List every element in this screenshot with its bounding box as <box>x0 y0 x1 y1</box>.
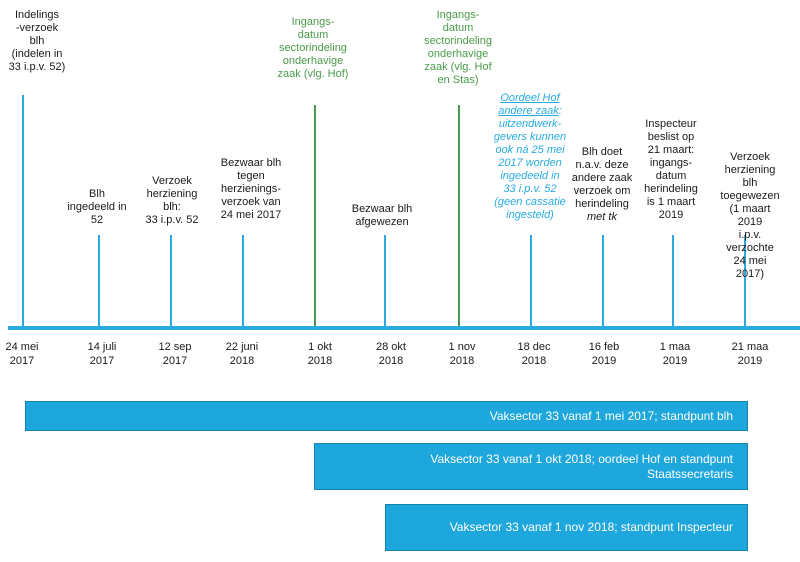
event-label-9: Blh doet n.a.v. deze andere zaak verzoek… <box>572 146 633 224</box>
date-label-5: 1 okt 2018 <box>307 341 333 367</box>
event-label-11: Verzoek herziening blh toegewezen (1 maa… <box>720 151 780 280</box>
date-label-9: 16 feb 2019 <box>588 341 620 367</box>
date-label-7: 1 nov 2018 <box>448 341 476 367</box>
event-label-9-italic: met tk <box>587 211 617 223</box>
event-label-8-link[interactable]: Oordeel Hof andere zaak <box>498 92 560 117</box>
event-label-4: Bezwaar blh tegen herzienings- verzoek v… <box>220 157 282 221</box>
event-label-9-text: Blh doet n.a.v. deze andere zaak verzoek… <box>571 146 633 210</box>
event-label-7: Ingangs- datum sectorindeling onderhavig… <box>424 9 492 86</box>
tick-24-mei-2017 <box>22 95 24 328</box>
tick-14-juli-2017 <box>98 235 100 328</box>
event-label-8-text: : uitzendwerk- gevers kunnen ook ná 25 m… <box>493 105 567 221</box>
date-label-4: 22 juni 2018 <box>225 341 259 367</box>
date-label-3: 12 sep 2017 <box>158 341 192 367</box>
date-label-1: 24 mei 2017 <box>5 341 39 367</box>
date-label-11: 21 maa 2019 <box>731 341 769 367</box>
tick-18-dec-2018 <box>530 235 532 328</box>
date-label-2: 14 juli 2017 <box>87 341 117 367</box>
date-label-6: 28 okt 2018 <box>376 341 406 367</box>
period-bar-1-nov-2018: Vaksector 33 vanaf 1 nov 2018; standpunt… <box>385 504 748 551</box>
event-label-2: Blh ingedeeld in 52 <box>67 188 127 226</box>
event-label-1: Indelings -verzoek blh (indelen in 33 i.… <box>8 9 66 73</box>
tick-21-maa-2019 <box>744 235 746 328</box>
period-bar-1-okt-2018: Vaksector 33 vanaf 1 okt 2018; oordeel H… <box>314 443 748 490</box>
tick-1-maa-2019 <box>672 235 674 328</box>
tick-1-nov-2018 <box>458 105 460 328</box>
date-label-8: 18 dec 2018 <box>517 341 551 367</box>
event-label-6: Bezwaar blh afgewezen <box>351 203 413 228</box>
event-label-10: Inspecteur beslist op 21 maart: ingangs-… <box>644 118 698 221</box>
date-label-10: 1 maa 2019 <box>659 341 691 367</box>
tick-22-juni-2018 <box>242 235 244 328</box>
event-label-5: Ingangs- datum sectorindeling onderhavig… <box>277 16 349 80</box>
tick-28-okt-2018 <box>384 235 386 328</box>
event-label-8: Oordeel Hof andere zaak: uitzendwerk- ge… <box>494 92 566 222</box>
tick-1-okt-2018 <box>314 105 316 328</box>
event-label-3: Verzoek herziening blh: 33 i.p.v. 52 <box>145 175 199 226</box>
period-bar-1-mei-2017: Vaksector 33 vanaf 1 mei 2017; standpunt… <box>25 401 748 431</box>
tick-12-sep-2017 <box>170 235 172 328</box>
tick-16-feb-2019 <box>602 235 604 328</box>
timeline-axis <box>8 326 800 330</box>
